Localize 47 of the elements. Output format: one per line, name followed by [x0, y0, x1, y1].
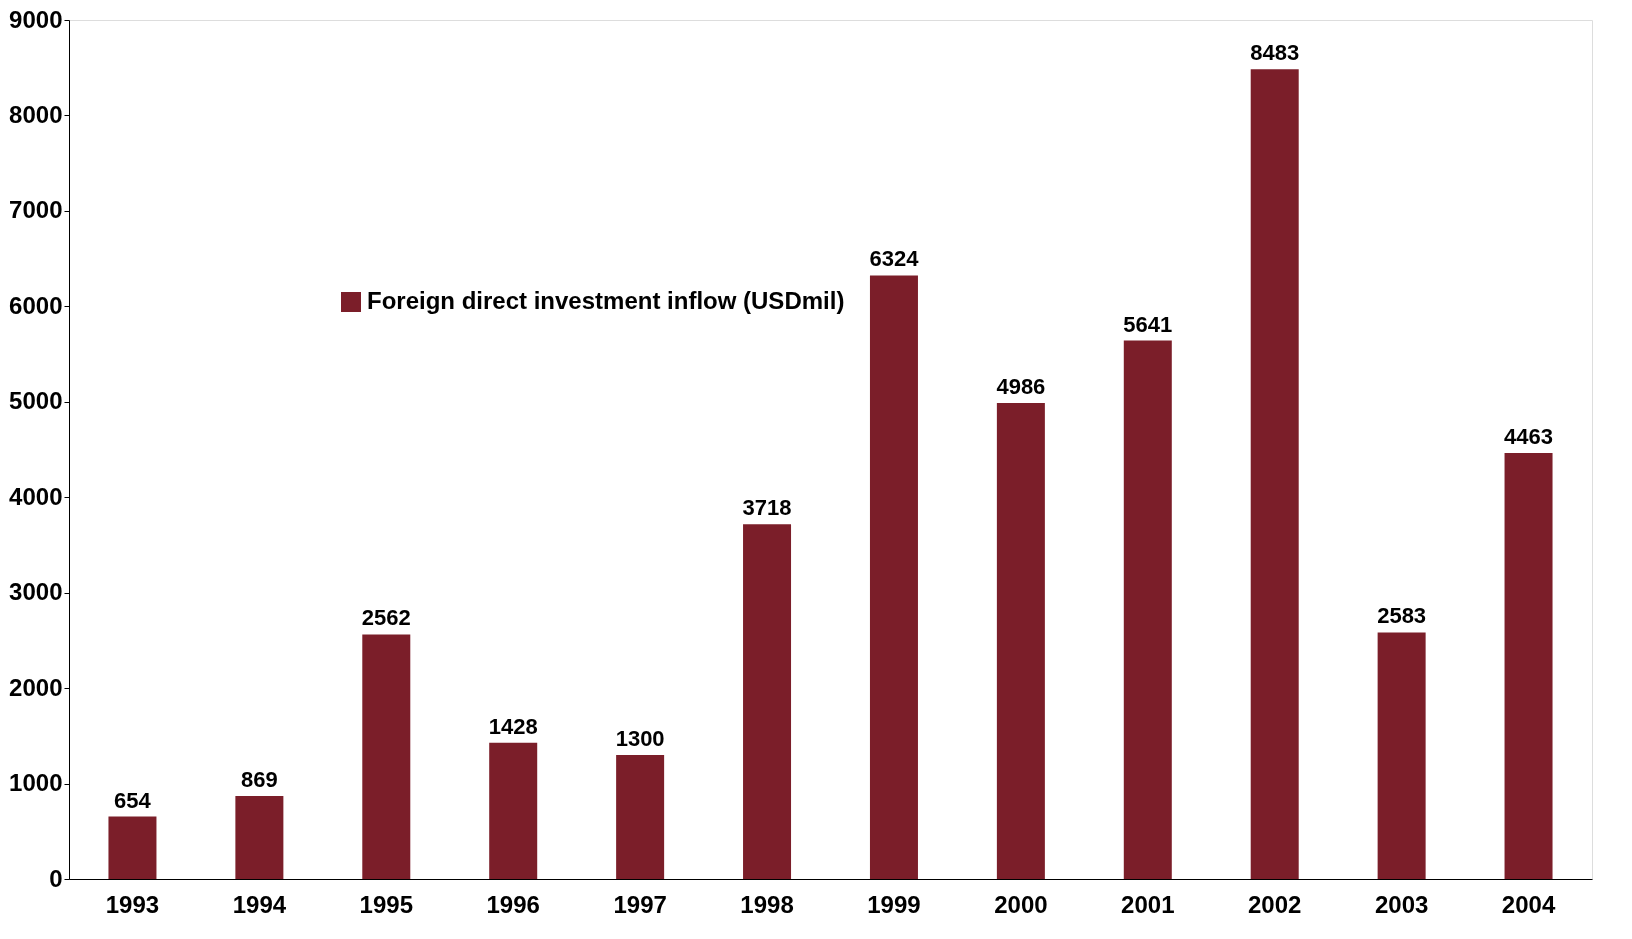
x-tick-label: 1993 [105, 890, 160, 918]
y-tick-label: 6000 [9, 291, 63, 319]
data-label: 2562 [361, 605, 411, 631]
bar [1377, 632, 1426, 879]
y-tick-label: 8000 [9, 100, 63, 128]
bar [1250, 69, 1299, 879]
data-label: 3718 [742, 495, 792, 521]
legend-label: Foreign direct investment inflow (USDmil) [367, 287, 845, 314]
x-tick-label: 1997 [613, 890, 667, 918]
data-label: 1428 [488, 713, 538, 739]
data-label: 8483 [1250, 40, 1300, 66]
y-tick-label: 1000 [9, 769, 63, 797]
y-tick-label: 3000 [9, 578, 63, 606]
bar [996, 403, 1045, 879]
y-tick-label: 9000 [9, 5, 63, 33]
data-label: 654 [114, 787, 152, 813]
x-tick-label: 2001 [1121, 890, 1175, 918]
bar [1123, 340, 1172, 879]
x-tick-label: 2003 [1374, 890, 1429, 918]
y-tick-label: 2000 [9, 673, 63, 701]
data-label: 1300 [615, 725, 665, 751]
y-tick-label: 0 [49, 864, 63, 892]
bar [108, 816, 157, 879]
x-tick-label: 1998 [740, 890, 794, 918]
bar [1504, 453, 1553, 879]
y-tick-label: 5000 [9, 387, 63, 415]
data-label: 5641 [1123, 311, 1173, 337]
x-tick-label: 1995 [359, 890, 413, 918]
x-tick-label: 1994 [232, 890, 287, 918]
bar [362, 634, 411, 879]
bar [869, 275, 918, 879]
data-label: 869 [241, 767, 278, 793]
data-label: 4463 [1504, 424, 1554, 450]
data-label: 2583 [1377, 603, 1427, 629]
data-label: 4986 [996, 374, 1046, 400]
x-tick-label: 1999 [867, 890, 921, 918]
y-tick-label: 7000 [9, 196, 63, 224]
x-tick-label: 2002 [1248, 890, 1302, 918]
bar [616, 754, 665, 879]
x-tick-label: 2004 [1501, 890, 1556, 918]
x-tick-label: 2000 [994, 890, 1048, 918]
x-tick-label: 1996 [486, 890, 540, 918]
y-tick-label: 4000 [9, 482, 63, 510]
bar [235, 796, 284, 879]
data-label: 6324 [869, 246, 920, 272]
bar [489, 742, 538, 879]
bar [743, 524, 792, 879]
